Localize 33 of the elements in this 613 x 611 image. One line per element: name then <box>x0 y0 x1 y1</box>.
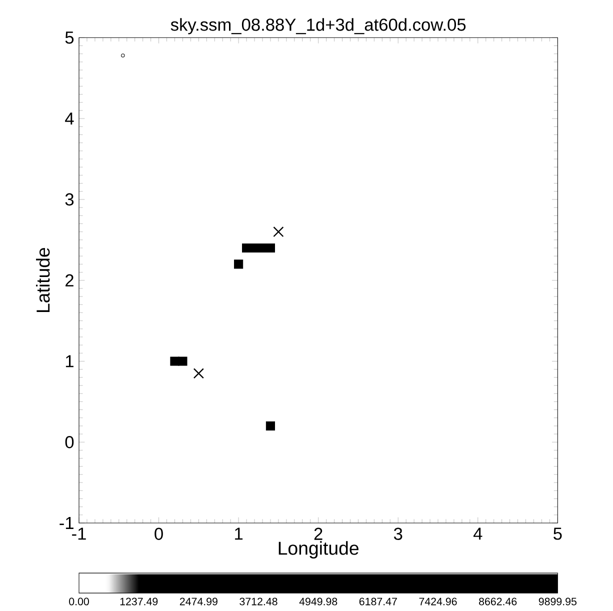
color-bar-label: 9899.95 <box>538 598 576 606</box>
y-tick-label: 2 <box>66 274 74 286</box>
y-tick-label: 3 <box>65 193 74 206</box>
x-tick-label: 0 <box>154 528 163 540</box>
y-tick-label: 5 <box>65 32 74 44</box>
point <box>178 356 188 366</box>
point <box>266 421 276 430</box>
color-bar-label: 6187.47 <box>359 598 397 606</box>
x-tick-label: 4 <box>473 528 482 540</box>
color-bar-label: 1237.49 <box>120 598 158 606</box>
x-tick-label: 2 <box>314 528 322 540</box>
color-bar-label: 3712.48 <box>240 598 278 606</box>
x-tick-label: 5 <box>554 528 562 540</box>
chart-title: sky.ssm_08.88Y_1d+3d_at60d.cow.05 <box>170 18 466 34</box>
point <box>234 260 244 269</box>
point <box>266 243 276 253</box>
color-bar-label: 4949.98 <box>299 598 338 606</box>
point <box>273 226 284 238</box>
y-tick-label: 0 <box>65 436 74 448</box>
color-bar-label: 2474.99 <box>180 598 218 606</box>
x-axis-title: Longitude <box>278 541 358 559</box>
y-tick-label: 1 <box>66 355 74 368</box>
point <box>121 54 125 58</box>
point <box>170 356 180 366</box>
color-bar-label: 8662.46 <box>479 598 517 606</box>
color-bar-label: 7424.96 <box>419 598 457 606</box>
y-axis-title: Latitude <box>36 248 50 312</box>
y-tick-label: 4 <box>65 112 74 125</box>
x-tick-label: 1 <box>235 528 243 540</box>
point <box>193 368 204 379</box>
y-tick-label: -1 <box>60 517 74 529</box>
x-tick-label: 3 <box>394 528 402 540</box>
color-bar-label: 0.00 <box>69 598 89 606</box>
